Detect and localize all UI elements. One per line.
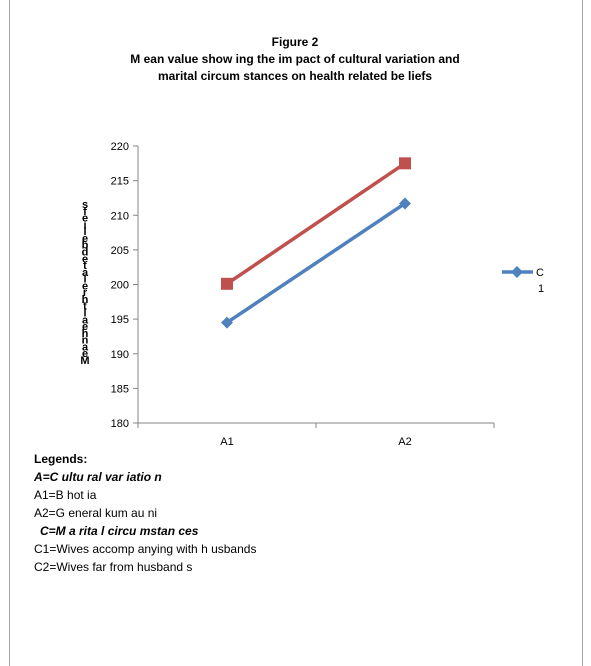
y-axis-label-char: e bbox=[82, 253, 88, 265]
legend-notes: Legends: A=C ultu ral var iatio n A1=B h… bbox=[34, 450, 256, 576]
y-axis-label-char: l bbox=[83, 274, 86, 286]
legend-label-part-2: 1 bbox=[538, 283, 544, 295]
x-tick-label: A1 bbox=[220, 436, 233, 448]
legend-a1: A1=B hot ia bbox=[34, 488, 97, 502]
y-tick-label: 205 bbox=[111, 245, 129, 257]
y-tick-label: 195 bbox=[111, 314, 129, 326]
y-axis-label-char: e bbox=[82, 213, 88, 225]
data-point-1-a2 bbox=[399, 197, 411, 210]
data-point-2-a2 bbox=[399, 157, 411, 170]
data-point-1-a1 bbox=[221, 316, 233, 329]
data-point-2-a1 bbox=[221, 277, 233, 290]
series-line-2 bbox=[226, 161, 406, 286]
y-axis-label-char: b bbox=[82, 240, 89, 252]
y-axis-label-char: l bbox=[83, 226, 86, 238]
y-axis-label-char: a bbox=[82, 314, 89, 326]
series bbox=[221, 157, 411, 329]
y-axis: 180 185 190 195 200 205 210 215 220 bbox=[111, 141, 139, 430]
legend-label-part-1: C bbox=[536, 267, 544, 279]
legend-c2: C2=Wives far from husband s bbox=[34, 560, 193, 574]
legend-c-title: C=M a rita l circu mstan ces bbox=[40, 524, 199, 538]
y-axis-label-char: e bbox=[82, 321, 88, 333]
legend-heading: Legends: bbox=[34, 452, 88, 466]
series-line-1 bbox=[226, 202, 406, 325]
y-tick-label: 220 bbox=[111, 141, 129, 153]
chart-legend: C1 bbox=[502, 266, 544, 295]
y-axis-label-char: a bbox=[82, 267, 89, 279]
legend-a-title: A=C ultu ral var iatio n bbox=[34, 470, 162, 484]
y-tick-label: 200 bbox=[111, 280, 129, 292]
x-tick-label: A2 bbox=[398, 436, 411, 448]
figure-frame bbox=[9, 0, 583, 666]
y-axis-label-char: t bbox=[83, 301, 87, 313]
y-axis-label-char: l bbox=[83, 308, 86, 320]
y-tick-label: 190 bbox=[111, 349, 129, 361]
y-axis-label-char: i bbox=[83, 219, 86, 231]
x-axis: A1 A2 bbox=[137, 422, 495, 448]
y-axis-label-char: M bbox=[80, 355, 89, 367]
legend-swatch-marker bbox=[511, 266, 523, 278]
y-axis-label-char: n bbox=[82, 335, 89, 347]
y-axis-label-char: e bbox=[82, 280, 88, 292]
y-tick-label: 185 bbox=[111, 383, 129, 395]
y-axis-label-char: h bbox=[82, 328, 89, 340]
y-axis-label-char: d bbox=[82, 246, 89, 258]
y-tick-label: 210 bbox=[111, 210, 129, 222]
figure-label: Figure 2 bbox=[271, 35, 319, 49]
y-axis-label-char: t bbox=[83, 260, 87, 272]
y-axis-label-char: f bbox=[83, 206, 87, 218]
chart-title-line-1: M ean value show ing the im pact of cult… bbox=[130, 52, 460, 66]
y-axis-label-char: a bbox=[82, 341, 89, 353]
y-tick-label: 215 bbox=[111, 176, 129, 188]
y-axis-label-char: e bbox=[82, 233, 88, 245]
y-axis-label-char: r bbox=[83, 287, 88, 299]
legend-c1: C1=Wives accomp anying with h usbands bbox=[34, 542, 257, 556]
chart-title-line-2: marital circum stances on health related… bbox=[157, 69, 433, 83]
y-axis-label-char: e bbox=[82, 348, 88, 360]
legend-a2: A2=G eneral kum au ni bbox=[34, 506, 158, 520]
y-tick-label: 180 bbox=[111, 418, 129, 430]
y-axis-label-char: s bbox=[82, 199, 88, 211]
y-axis-label-char: h bbox=[82, 294, 89, 306]
